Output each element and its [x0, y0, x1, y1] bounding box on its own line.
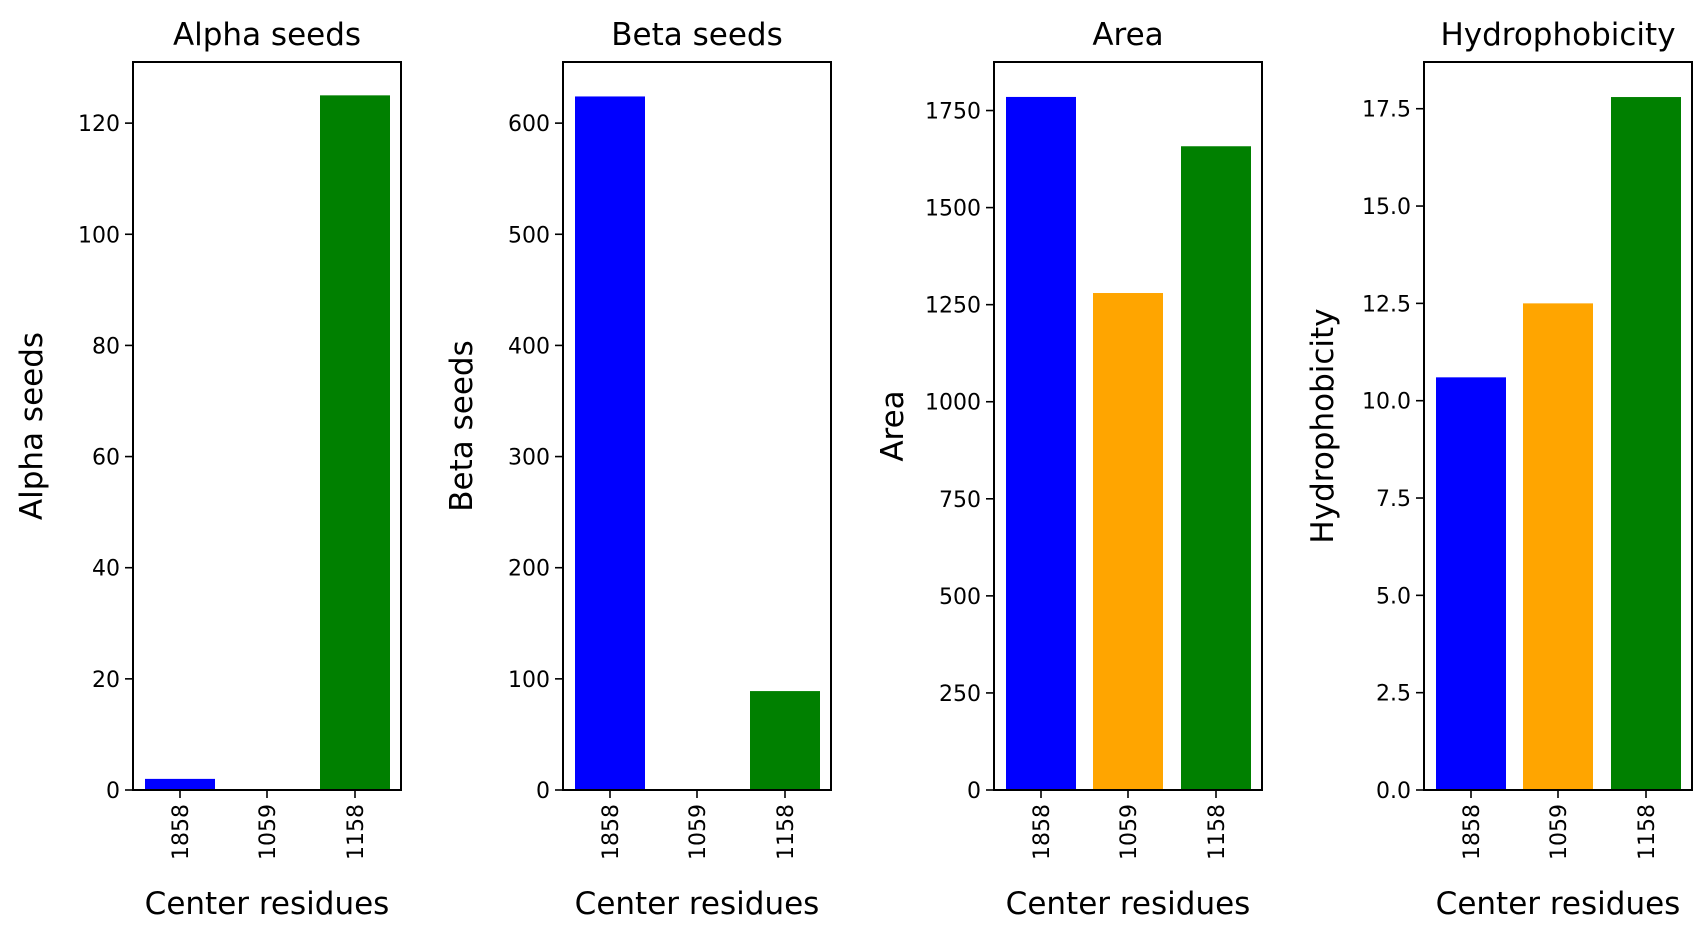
- y-tick-label: 120: [78, 112, 120, 137]
- y-axis-label: Hydrophobicity: [1305, 308, 1341, 543]
- bar-1858: [575, 96, 645, 791]
- chart-panel-4: 0.0 2.5 5.0 7.5 10.0 12.5 15.0 17.5 1858 1059 1158…: [1305, 17, 1693, 922]
- x-tick-label: 1158: [1205, 804, 1230, 860]
- y-tick-label: 1000: [925, 391, 981, 416]
- y-tick-label: 250: [939, 682, 981, 707]
- chart-title: Hydrophobicity: [1440, 17, 1675, 53]
- y-axis-label: Alpha seeds: [14, 332, 50, 520]
- x-tick-label: 1858: [1460, 804, 1485, 860]
- y-tick-label: 10.0: [1362, 390, 1411, 415]
- x-tick-label: 1059: [256, 804, 281, 860]
- x-tick-label: 1158: [774, 804, 799, 860]
- x-axis-label: Center residues: [1436, 886, 1681, 922]
- y-tick-label: 60: [92, 446, 120, 471]
- bar-1158: [320, 95, 390, 791]
- y-axis-label: Area: [875, 390, 911, 461]
- chart-panel-1: 0 20 40 60 80 100 120 1858 1059 1158 Alpha seeds Ce…: [14, 17, 402, 922]
- y-tick-label: 100: [508, 668, 550, 693]
- chart-panel-2: 0 100 200 300 400 500 600 1858 1059 1158 Beta seed…: [444, 17, 832, 922]
- y-tick-label: 750: [939, 488, 981, 513]
- bar-1059: [1523, 303, 1593, 790]
- y-tick-label: 0: [106, 779, 120, 804]
- y-tick-label: 200: [508, 557, 550, 582]
- x-tick-label: 1158: [1635, 804, 1660, 860]
- bar-1858: [1436, 377, 1506, 790]
- x-tick-label: 1059: [686, 804, 711, 860]
- y-tick-label: 1250: [925, 294, 981, 319]
- y-tick-label: 5.0: [1376, 584, 1411, 609]
- y-tick-label: 20: [92, 668, 120, 693]
- x-axis-label: Center residues: [145, 886, 390, 922]
- chart-title: Beta seeds: [611, 17, 782, 53]
- y-tick-label: 7.5: [1376, 487, 1411, 512]
- y-tick-label: 600: [508, 112, 550, 137]
- x-axis-label: Center residues: [575, 886, 820, 922]
- x-axis-label: Center residues: [1006, 886, 1251, 922]
- y-tick-label: 80: [92, 334, 120, 359]
- y-tick-label: 0: [536, 779, 550, 804]
- y-tick-label: 1750: [925, 100, 981, 125]
- chart-title: Alpha seeds: [173, 17, 361, 53]
- bar-1158: [750, 691, 820, 790]
- chart-title: Area: [1092, 17, 1163, 53]
- chart-panel-3: 0 250 500 750 1000 1250 1500 1750 1858 1059 1158 Ar…: [875, 17, 1263, 922]
- y-tick-label: 1500: [925, 197, 981, 222]
- y-axis-label: Beta seeds: [444, 340, 480, 511]
- x-tick-label: 1858: [169, 804, 194, 860]
- y-tick-label: 300: [508, 446, 550, 471]
- y-tick-label: 12.5: [1362, 292, 1411, 317]
- x-tick-label: 1059: [1117, 804, 1142, 860]
- y-tick-label: 0.0: [1376, 779, 1411, 804]
- y-tick-label: 17.5: [1362, 98, 1411, 123]
- x-tick-label: 1158: [344, 804, 369, 860]
- bar-1858: [1006, 96, 1076, 791]
- y-tick-label: 40: [92, 557, 120, 582]
- y-tick-label: 500: [939, 585, 981, 610]
- x-tick-label: 1059: [1547, 804, 1572, 860]
- x-tick-label: 1858: [1030, 804, 1055, 860]
- y-tick-label: 500: [508, 223, 550, 248]
- y-tick-label: 100: [78, 223, 120, 248]
- bar-1158: [1611, 97, 1681, 791]
- bar-1059: [1093, 293, 1163, 790]
- bar-1158: [1181, 146, 1251, 791]
- y-tick-label: 2.5: [1376, 682, 1411, 707]
- bar-1858: [145, 778, 215, 790]
- y-tick-label: 15.0: [1362, 195, 1411, 220]
- x-tick-label: 1858: [599, 804, 624, 860]
- y-tick-label: 400: [508, 334, 550, 359]
- y-tick-label: 0: [967, 779, 981, 804]
